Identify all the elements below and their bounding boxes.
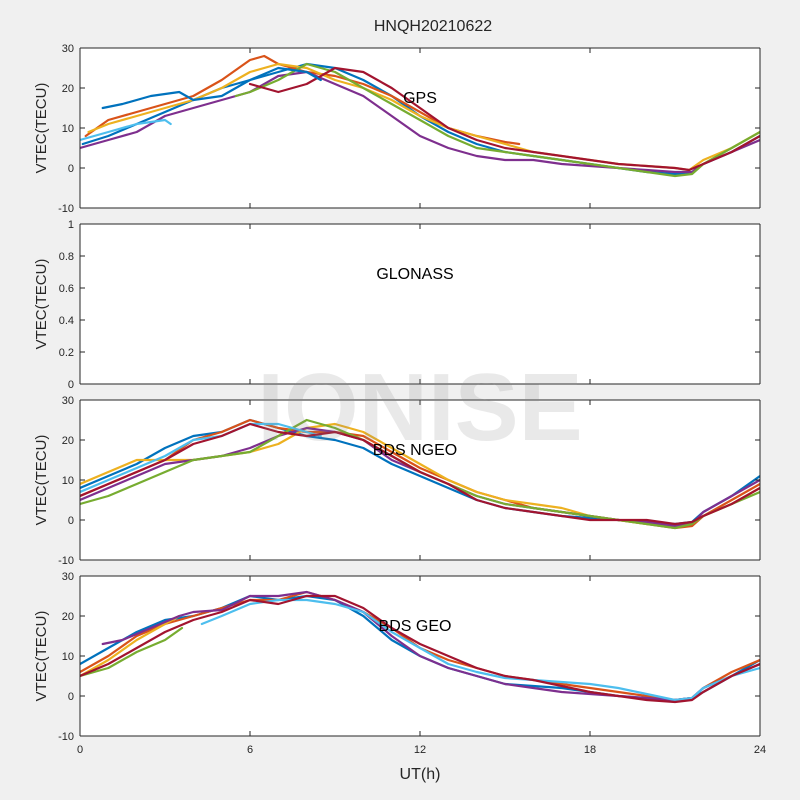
- y-tick-label: 0.4: [59, 315, 74, 327]
- y-tick-label: 0: [68, 515, 74, 527]
- y-tick-label: -10: [58, 731, 74, 743]
- x-tick-label: 6: [247, 744, 253, 756]
- series-line-3: [80, 614, 181, 678]
- y-axis-label: VTEC(TECU): [33, 435, 50, 526]
- y-tick-label: -10: [58, 203, 74, 215]
- y-tick-label: 0: [68, 691, 74, 703]
- x-tick-label: 24: [754, 744, 766, 756]
- y-tick-label: -10: [58, 555, 74, 567]
- series-group: [80, 590, 760, 704]
- y-axis-label: VTEC(TECU): [33, 83, 50, 174]
- x-tick-label: 18: [584, 744, 596, 756]
- panel-label: GLONASS: [376, 266, 453, 283]
- figure-title: HNQH20210622: [374, 18, 492, 35]
- y-tick-label: 0: [68, 163, 74, 175]
- panel-label: BDS NGEO: [373, 442, 457, 459]
- y-tick-label: 30: [62, 395, 74, 407]
- x-axis-label: UT(h): [400, 766, 441, 783]
- series-line-5: [234, 62, 760, 178]
- series-line-7: [80, 422, 760, 526]
- x-tick-label: 12: [414, 744, 426, 756]
- series-group: [80, 54, 760, 178]
- plot-area: [80, 224, 760, 384]
- series-line-4: [80, 70, 760, 174]
- panel-label: BDS GEO: [379, 618, 452, 635]
- watermark-text: IONISE: [257, 354, 582, 461]
- y-tick-label: 10: [62, 475, 74, 487]
- series-line-5: [80, 626, 184, 678]
- series-line-8: [101, 66, 322, 110]
- y-tick-label: 0.2: [59, 347, 74, 359]
- panel-label: GPS: [403, 90, 437, 107]
- y-tick-label: 20: [62, 83, 74, 95]
- y-axis-label: VTEC(TECU): [33, 259, 50, 350]
- panel-bds-ngeo: -10 0 10 20 30 VTEC(TECU) BDS NGEO: [33, 395, 761, 567]
- series-line-6: [80, 118, 172, 142]
- series-line-7: [80, 594, 760, 704]
- series-line-6: [80, 422, 322, 494]
- plot-area: [80, 48, 760, 208]
- panel-glonass: 0 0.2 0.4 0.6 0.8 1 VTEC(TECU) GLONASS: [33, 219, 761, 391]
- y-tick-label: 20: [62, 435, 74, 447]
- y-tick-label: 10: [62, 651, 74, 663]
- x-tick-label: 0: [77, 744, 83, 756]
- y-axis-label: VTEC(TECU): [33, 611, 50, 702]
- y-tick-label: 1: [68, 219, 74, 231]
- series-group: [80, 418, 760, 530]
- plot-area: [80, 400, 760, 560]
- series-line-7: [248, 66, 760, 172]
- y-tick-label: 30: [62, 571, 74, 583]
- y-tick-label: 0.6: [59, 283, 74, 295]
- y-tick-label: 0.8: [59, 251, 74, 263]
- y-tick-label: 20: [62, 611, 74, 623]
- y-tick-label: 0: [68, 379, 74, 391]
- y-tick-label: 10: [62, 123, 74, 135]
- y-tick-label: 30: [62, 43, 74, 55]
- panel-gps: -10 0 10 20 30 VTEC(TECU) GPS: [33, 43, 761, 215]
